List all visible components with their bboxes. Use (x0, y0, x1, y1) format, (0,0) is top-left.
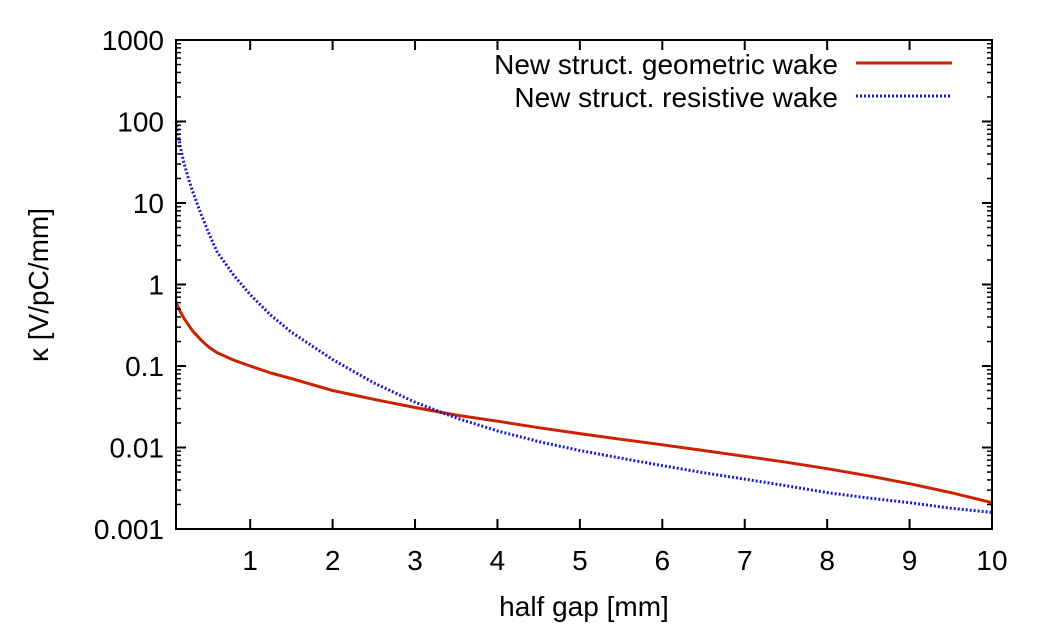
x-tick-label: 1 (242, 545, 258, 576)
legend-label-geometric: New struct. geometric wake (494, 49, 838, 80)
y-tick-label: 0.1 (125, 351, 164, 382)
x-tick-label: 10 (976, 545, 1007, 576)
legend: New struct. geometric wake New struct. r… (494, 49, 952, 113)
y-tick-label: 100 (117, 107, 164, 138)
x-tick-label: 2 (325, 545, 341, 576)
series-line-geometric-wake (174, 301, 993, 505)
x-tick-label: 4 (490, 545, 506, 576)
x-tick-label: 5 (572, 545, 588, 576)
ticks-layer: 1 2 3 4 5 6 7 8 9 10 0.001 0.01 0.1 1 10 100 1000 (94, 25, 1008, 576)
y-tick-label: 0.01 (110, 433, 165, 464)
series-line-resistive-wake (174, 121, 993, 514)
x-tick-label: 6 (655, 545, 671, 576)
x-tick-label: 3 (407, 545, 423, 576)
x-tick-label: 8 (819, 545, 835, 576)
series-layer (174, 121, 993, 514)
y-tick-label: 1 (148, 270, 164, 301)
x-tick-label: 7 (737, 545, 753, 576)
x-axis-title: half gap [mm] (499, 591, 669, 622)
y-tick-label: 1000 (102, 25, 164, 56)
x-tick-label: 9 (902, 545, 918, 576)
y-tick-label: 0.001 (94, 514, 164, 545)
y-axis-title: κ [V/pC/mm] (23, 208, 54, 362)
y-tick-label: 10 (133, 188, 164, 219)
legend-label-resistive: New struct. resistive wake (514, 82, 838, 113)
